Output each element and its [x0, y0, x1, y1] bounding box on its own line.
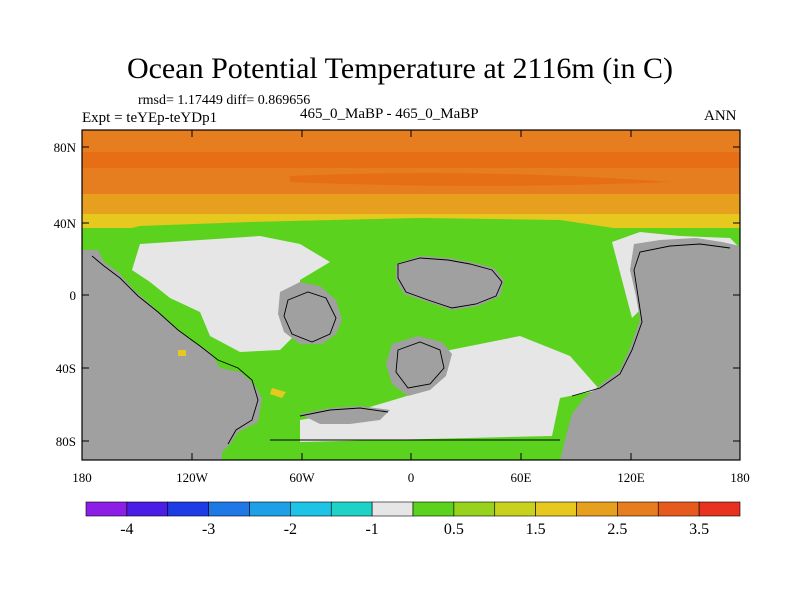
warm-streak	[290, 173, 670, 186]
latitude-axis: 80N 40N 0 40S 80S	[54, 140, 740, 449]
warm-band-2	[82, 152, 740, 168]
colorbar-label: 2.5	[607, 521, 627, 538]
lon-label: 180	[72, 470, 92, 485]
colorbar-swatch	[249, 501, 291, 517]
colorbar-swatch	[657, 501, 700, 517]
colorbar-swatch	[371, 501, 414, 517]
lon-label: 60E	[511, 470, 532, 485]
lon-label: 120E	[617, 470, 645, 485]
land-south-strip	[300, 406, 390, 424]
colorbar-swatch	[290, 501, 332, 517]
warm-patch	[178, 350, 186, 356]
warm-band-north	[82, 130, 740, 152]
lat-label: 40N	[54, 216, 77, 231]
land-north-island	[396, 256, 504, 310]
lat-label: 40S	[56, 361, 76, 376]
colorbar-swatch	[576, 501, 618, 517]
lat-label: 80S	[56, 434, 76, 449]
map-plot-area	[82, 130, 740, 460]
lat-label: 0	[70, 288, 77, 303]
land-east-landmass	[560, 238, 740, 460]
colorbar-label: -1	[365, 521, 378, 538]
colorbar	[85, 501, 741, 517]
coastline-south-island	[395, 341, 445, 389]
season-label: ANN	[704, 108, 737, 124]
colorbar-label: 1.5	[526, 521, 546, 538]
lon-label: 60W	[289, 470, 315, 485]
near-zero-region-west	[132, 236, 330, 352]
coastline-north	[397, 257, 503, 309]
coastline-west	[91, 255, 259, 445]
lon-label: 120W	[176, 470, 209, 485]
colorbar-label: -4	[120, 521, 133, 538]
colorbar-labels: -4 -3 -2 -1 0.5 1.5 2.5 3.5	[120, 521, 709, 538]
colorbar-swatch	[412, 501, 455, 517]
rmsd-diff-stats: rmsd= 1.17449 diff= 0.869656	[138, 93, 311, 108]
colorbar-label: 0.5	[444, 521, 464, 538]
colorbar-swatch	[85, 501, 128, 517]
case-label: 465_0_MaBP - 465_0_MaBP	[300, 106, 479, 122]
colorbar-swatch	[698, 501, 741, 517]
land-west-landmass	[82, 250, 262, 460]
coastline-south-strip	[299, 407, 389, 417]
coastline-central	[283, 291, 337, 343]
colorbar-swatch	[330, 501, 373, 517]
lon-label: 0	[408, 470, 415, 485]
plot-title: Ocean Potential Temperature at 2116m (in…	[126, 52, 674, 85]
colorbar-swatch	[494, 501, 536, 517]
coastline-east	[571, 243, 731, 397]
colorbar-swatch	[535, 501, 577, 517]
colorbar-swatch	[208, 501, 250, 517]
warm-patch-2	[270, 388, 286, 398]
colorbar-label: 3.5	[689, 521, 709, 538]
experiment-label: Expt = teYEp-teYDp1	[82, 110, 218, 126]
warm-band-4	[82, 194, 740, 214]
lon-label: 180	[730, 470, 750, 485]
colorbar-swatch	[453, 501, 496, 517]
colorbar-swatch	[126, 501, 169, 517]
colorbar-swatch	[617, 501, 659, 517]
longitude-axis: 180 120W 60W 0 60E 120E 180	[72, 130, 750, 485]
colorbar-label: -3	[202, 521, 215, 538]
colorbar-label: -2	[284, 521, 297, 538]
colorbar-swatch	[167, 501, 209, 517]
lat-label: 80N	[54, 140, 77, 155]
